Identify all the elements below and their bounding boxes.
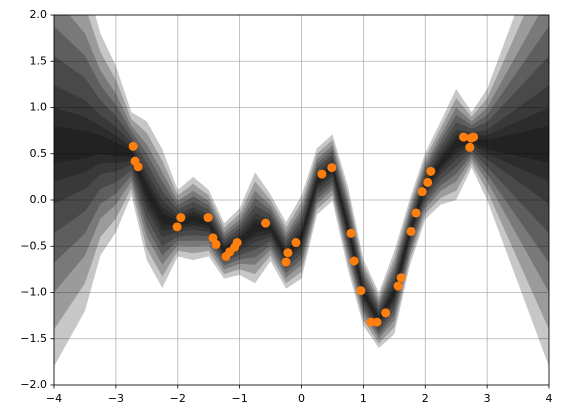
data-point [406,226,416,236]
data-point [393,281,403,291]
data-point [366,317,376,327]
band-layer [54,126,549,323]
y-tick-label: 2.0 [30,8,48,21]
band-layer [54,107,549,325]
x-tick-label: 4 [546,392,553,405]
band-layer [54,55,549,332]
data-point [211,239,221,249]
data-point [133,162,143,172]
data-point [411,208,421,218]
x-tick-label: 0 [298,392,305,405]
x-tick-label: −4 [46,392,62,405]
x-tick-label: 3 [484,392,491,405]
data-point [176,213,186,223]
band-layer [54,15,549,339]
band-layer [54,26,549,336]
data-point [203,213,213,223]
data-point [372,317,382,327]
data-point [469,132,479,142]
ticks: −4 −3 −2 −1 0 1 2 3 4 −2.0 −1.5 −1.0 −0.5 0.0 0.5 1.0 1.… [20,8,552,405]
data-point [381,308,391,318]
x-tick-label: −2 [170,392,186,405]
data-point [327,163,337,173]
data-point [426,166,436,176]
x-tick-label: −3 [108,392,124,405]
data-point [172,222,182,232]
data-point [396,273,406,283]
data-point [283,248,293,258]
band-layer [54,15,549,367]
data-point [346,228,356,238]
band-layer [54,85,549,328]
data-point [261,218,271,228]
data-point [281,257,291,267]
y-tick-label: 0.5 [30,147,48,160]
points [128,132,479,327]
y-tick-label: −1.0 [20,286,47,299]
data-point [232,238,242,248]
data-point [317,169,327,179]
y-tick-label: −1.5 [20,332,47,345]
x-tick-label: 1 [360,392,367,405]
y-tick-label: 1.0 [30,101,48,114]
x-tick-label: −1 [232,392,248,405]
data-point [465,142,475,152]
y-tick-label: −0.5 [20,239,47,252]
density-band [54,15,549,367]
data-point [417,187,427,197]
y-tick-label: 1.5 [30,54,48,67]
data-point [423,177,433,187]
y-tick-label: 0.0 [30,193,48,206]
data-point [349,256,359,266]
y-tick-label: −2.0 [20,378,47,391]
band-layer [54,15,549,344]
x-tick-label: 2 [422,392,429,405]
data-point [128,141,138,151]
data-point [291,238,301,248]
data-point [459,132,469,142]
data-point [356,286,366,296]
